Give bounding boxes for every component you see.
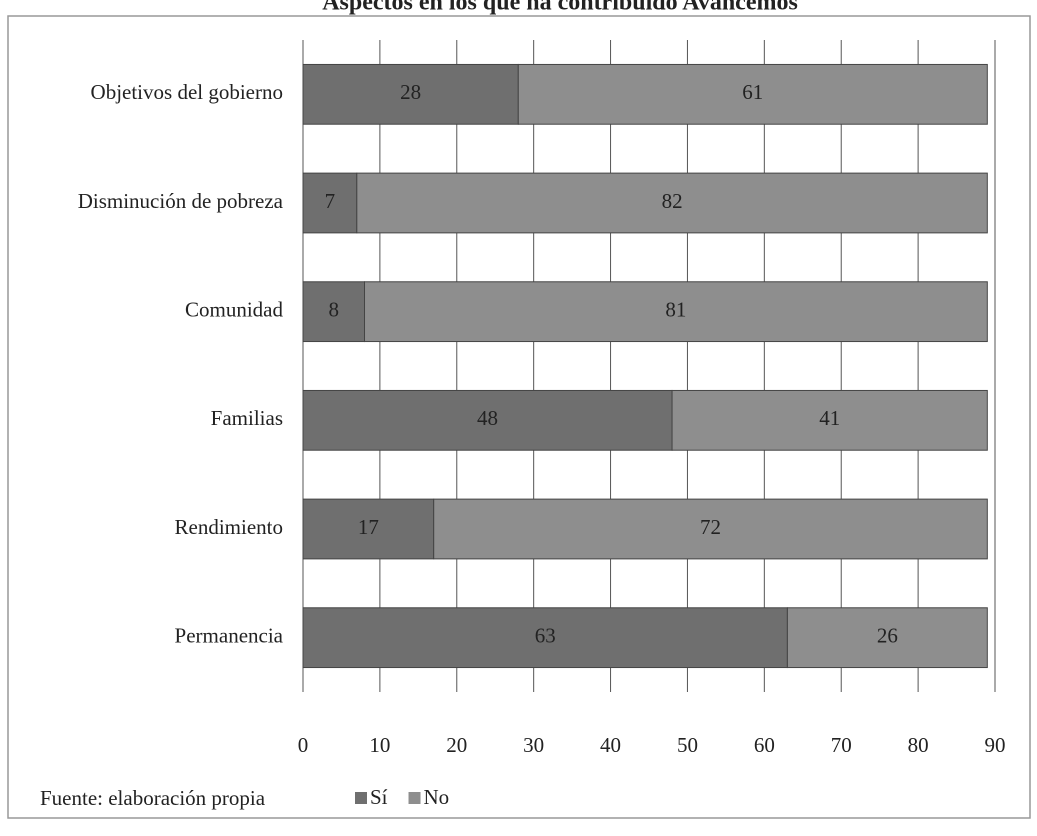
- y-tick-label: Objetivos del gobierno: [91, 80, 283, 104]
- bar-segment: [302, 172, 358, 234]
- y-tick-label: Comunidad: [185, 297, 283, 321]
- y-tick-label: Familias: [211, 406, 283, 430]
- data-label: 48: [477, 406, 498, 430]
- data-label: 8: [329, 297, 340, 321]
- x-tick-label: 10: [369, 733, 390, 757]
- x-tick-label: 0: [298, 733, 309, 757]
- data-label: 28: [400, 80, 421, 104]
- data-label: 17: [358, 515, 379, 539]
- chart-title: Aspectos en los que ha contribuido Avanc…: [322, 0, 798, 16]
- data-label: 81: [665, 297, 686, 321]
- bar-segment: [433, 498, 988, 560]
- data-label: 61: [742, 80, 763, 104]
- y-tick-label: Rendimiento: [175, 515, 284, 539]
- y-tick-label: Disminución de pobreza: [78, 189, 284, 213]
- x-tick-label: 90: [985, 733, 1006, 757]
- source-note: Fuente: elaboración propia: [40, 786, 266, 810]
- data-label: 7: [325, 189, 336, 213]
- bar-segment: [302, 389, 673, 451]
- x-tick-label: 50: [677, 733, 698, 757]
- x-tick-label: 60: [754, 733, 775, 757]
- bar-segment: [302, 607, 788, 669]
- data-label: 72: [700, 515, 721, 539]
- legend-label: Sí: [370, 785, 388, 809]
- legend-swatch: [408, 792, 421, 804]
- x-tick-label: 20: [446, 733, 467, 757]
- bar-segment: [786, 607, 988, 669]
- legend-label: No: [424, 785, 450, 809]
- y-tick-label: Permanencia: [175, 623, 284, 647]
- x-tick-label: 80: [908, 733, 929, 757]
- x-tick-label: 40: [600, 733, 621, 757]
- data-label: 63: [535, 623, 556, 647]
- data-label: 82: [662, 189, 683, 213]
- bar-segment: [302, 281, 366, 343]
- data-label: 41: [819, 406, 840, 430]
- x-tick-label: 70: [831, 733, 852, 757]
- data-label: 26: [877, 623, 898, 647]
- bar-segment: [517, 63, 988, 125]
- bar-segment: [356, 172, 988, 234]
- bar-segment: [302, 498, 435, 560]
- x-tick-label: 30: [523, 733, 544, 757]
- bar-segment: [364, 281, 988, 343]
- bar-segment: [671, 389, 988, 451]
- bar-segment: [302, 63, 519, 125]
- legend-swatch: [355, 792, 367, 804]
